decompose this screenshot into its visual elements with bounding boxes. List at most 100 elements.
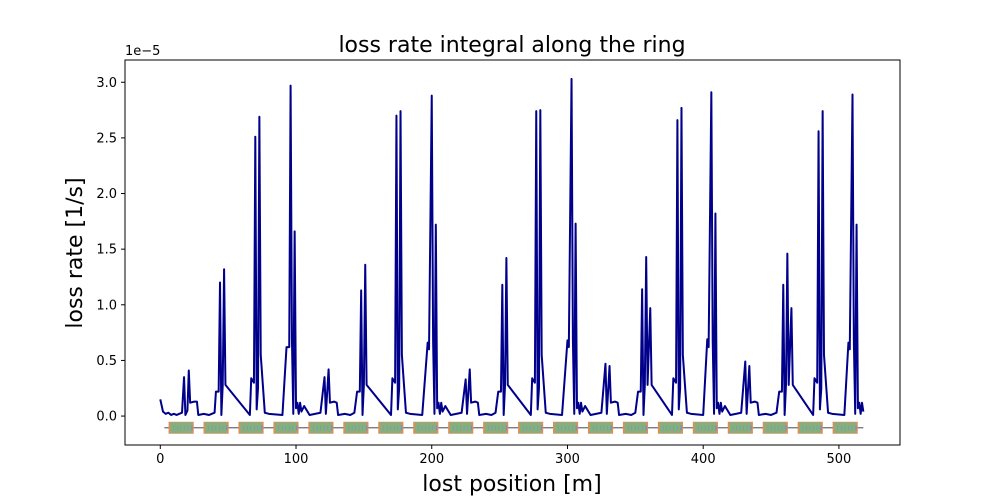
lattice-cell bbox=[657, 421, 684, 434]
lattice-band bbox=[164, 421, 864, 434]
lattice-quadrupole bbox=[362, 422, 366, 434]
lattice-quadrupole bbox=[418, 422, 422, 434]
lattice-quadrupole bbox=[530, 422, 534, 434]
lattice-cell bbox=[797, 421, 823, 434]
lattice-quadrupole bbox=[736, 422, 740, 434]
lattice-cell bbox=[518, 421, 544, 434]
plot-frame bbox=[124, 59, 901, 446]
lattice-quadrupole bbox=[223, 422, 227, 434]
lattice-quadrupole bbox=[537, 422, 541, 434]
lattice-quadrupole bbox=[181, 422, 185, 434]
y-tick-label: 3.0 bbox=[96, 76, 117, 91]
lattice-sextupole bbox=[680, 425, 682, 431]
lattice-quadrupole bbox=[673, 422, 677, 434]
x-tick-label: 500 bbox=[827, 452, 852, 467]
lattice-cell bbox=[727, 421, 753, 434]
lattice-sextupole bbox=[330, 425, 333, 431]
lattice-quadrupole bbox=[527, 422, 531, 434]
lattice-quadrupole bbox=[313, 422, 317, 434]
lattice-quadrupole bbox=[352, 422, 356, 434]
lattice-quadrupole bbox=[422, 422, 426, 434]
lattice-quadrupole bbox=[712, 422, 716, 434]
lattice-quadrupole bbox=[778, 422, 782, 434]
lattice-quadrupole bbox=[771, 422, 775, 434]
lattice-quadrupole bbox=[607, 422, 611, 434]
lattice-quadrupole bbox=[355, 422, 359, 434]
axis-ticks: 0 100 200 300 400 500 0.0 0.5 1.0 1.5 2.0 2.5 3.0 bbox=[96, 76, 851, 467]
lattice-quadrupole bbox=[565, 422, 569, 434]
lattice-quadrupole bbox=[813, 422, 817, 434]
lattice-quadrupole bbox=[635, 422, 639, 434]
y-tick-label: 1.5 bbox=[96, 243, 117, 258]
lattice-quadrupole bbox=[460, 422, 464, 434]
lattice-quadrupole bbox=[216, 422, 220, 434]
lattice-quadrupole bbox=[639, 422, 643, 434]
lattice-cell bbox=[413, 421, 439, 434]
lattice-sextupole bbox=[191, 425, 193, 431]
series-line bbox=[159, 77, 865, 416]
lattice-quadrupole bbox=[799, 422, 803, 434]
lattice-quadrupole bbox=[278, 422, 282, 434]
lattice-quadrupole bbox=[184, 422, 188, 434]
lattice-quadrupole bbox=[240, 422, 244, 434]
lattice-quadrupole bbox=[394, 422, 398, 434]
lattice-quadrupole bbox=[324, 422, 328, 434]
x-tick-label: 200 bbox=[419, 452, 444, 467]
lattice-sextupole bbox=[400, 425, 403, 431]
lattice-quadrupole bbox=[457, 422, 461, 434]
lattice-sextupole bbox=[435, 425, 438, 431]
lattice-quadrupole bbox=[701, 422, 705, 434]
x-tick-label: 300 bbox=[555, 452, 580, 467]
lattice-quadrupole bbox=[177, 422, 181, 434]
lattice-cell bbox=[553, 421, 579, 434]
lattice-cell bbox=[587, 421, 614, 434]
lattice-quadrupole bbox=[429, 422, 433, 434]
lattice-quadrupole bbox=[254, 422, 258, 434]
lattice-quadrupole bbox=[597, 422, 601, 434]
lattice-cell bbox=[238, 421, 264, 434]
lattice-quadrupole bbox=[743, 422, 747, 434]
lattice-quadrupole bbox=[834, 422, 838, 434]
lattice-quadrupole bbox=[174, 422, 178, 434]
lattice-quadrupole bbox=[705, 422, 709, 434]
lattice-quadrupole bbox=[275, 422, 279, 434]
lattice-cell bbox=[692, 421, 718, 434]
lattice-quadrupole bbox=[327, 422, 331, 434]
lattice-quadrupole bbox=[589, 422, 593, 434]
lattice-quadrupole bbox=[558, 422, 562, 434]
lattice-sextupole bbox=[296, 425, 298, 431]
lattice-cell bbox=[622, 421, 649, 434]
lattice-quadrupole bbox=[810, 422, 814, 434]
lattice-quadrupole bbox=[320, 422, 324, 434]
lattice-quadrupole bbox=[659, 422, 663, 434]
lattice-quadrupole bbox=[708, 422, 712, 434]
lattice-sextupole bbox=[365, 425, 368, 431]
lattice-quadrupole bbox=[485, 422, 489, 434]
x-tick-label: 400 bbox=[691, 452, 716, 467]
lattice-quadrupole bbox=[205, 422, 209, 434]
lattice-quadrupole bbox=[383, 422, 387, 434]
lattice-sextupole bbox=[715, 425, 717, 431]
y-tick-label: 1.0 bbox=[96, 298, 117, 313]
y-tick-label: 2.0 bbox=[96, 187, 117, 202]
lattice-quadrupole bbox=[310, 422, 314, 434]
lattice-quadrupole bbox=[764, 422, 768, 434]
lattice-quadrupole bbox=[188, 422, 192, 434]
lattice-quadrupole bbox=[624, 422, 628, 434]
lattice-cell bbox=[448, 421, 474, 434]
lattice-quadrupole bbox=[852, 422, 856, 434]
lattice-sextupole bbox=[750, 425, 752, 431]
lattice-sextupole bbox=[575, 425, 578, 431]
lattice-quadrupole bbox=[317, 422, 321, 434]
lattice-quadrupole bbox=[698, 422, 702, 434]
lattice-quadrupole bbox=[694, 422, 698, 434]
lattice-sextupole bbox=[785, 425, 787, 431]
x-axis-label: lost position [m] bbox=[422, 472, 601, 497]
lattice-quadrupole bbox=[345, 422, 349, 434]
lattice-quadrupole bbox=[729, 422, 733, 434]
lattice-quadrupole bbox=[359, 422, 363, 434]
lattice-quadrupole bbox=[642, 422, 646, 434]
lattice-quadrupole bbox=[747, 422, 751, 434]
lattice-quadrupole bbox=[348, 422, 352, 434]
